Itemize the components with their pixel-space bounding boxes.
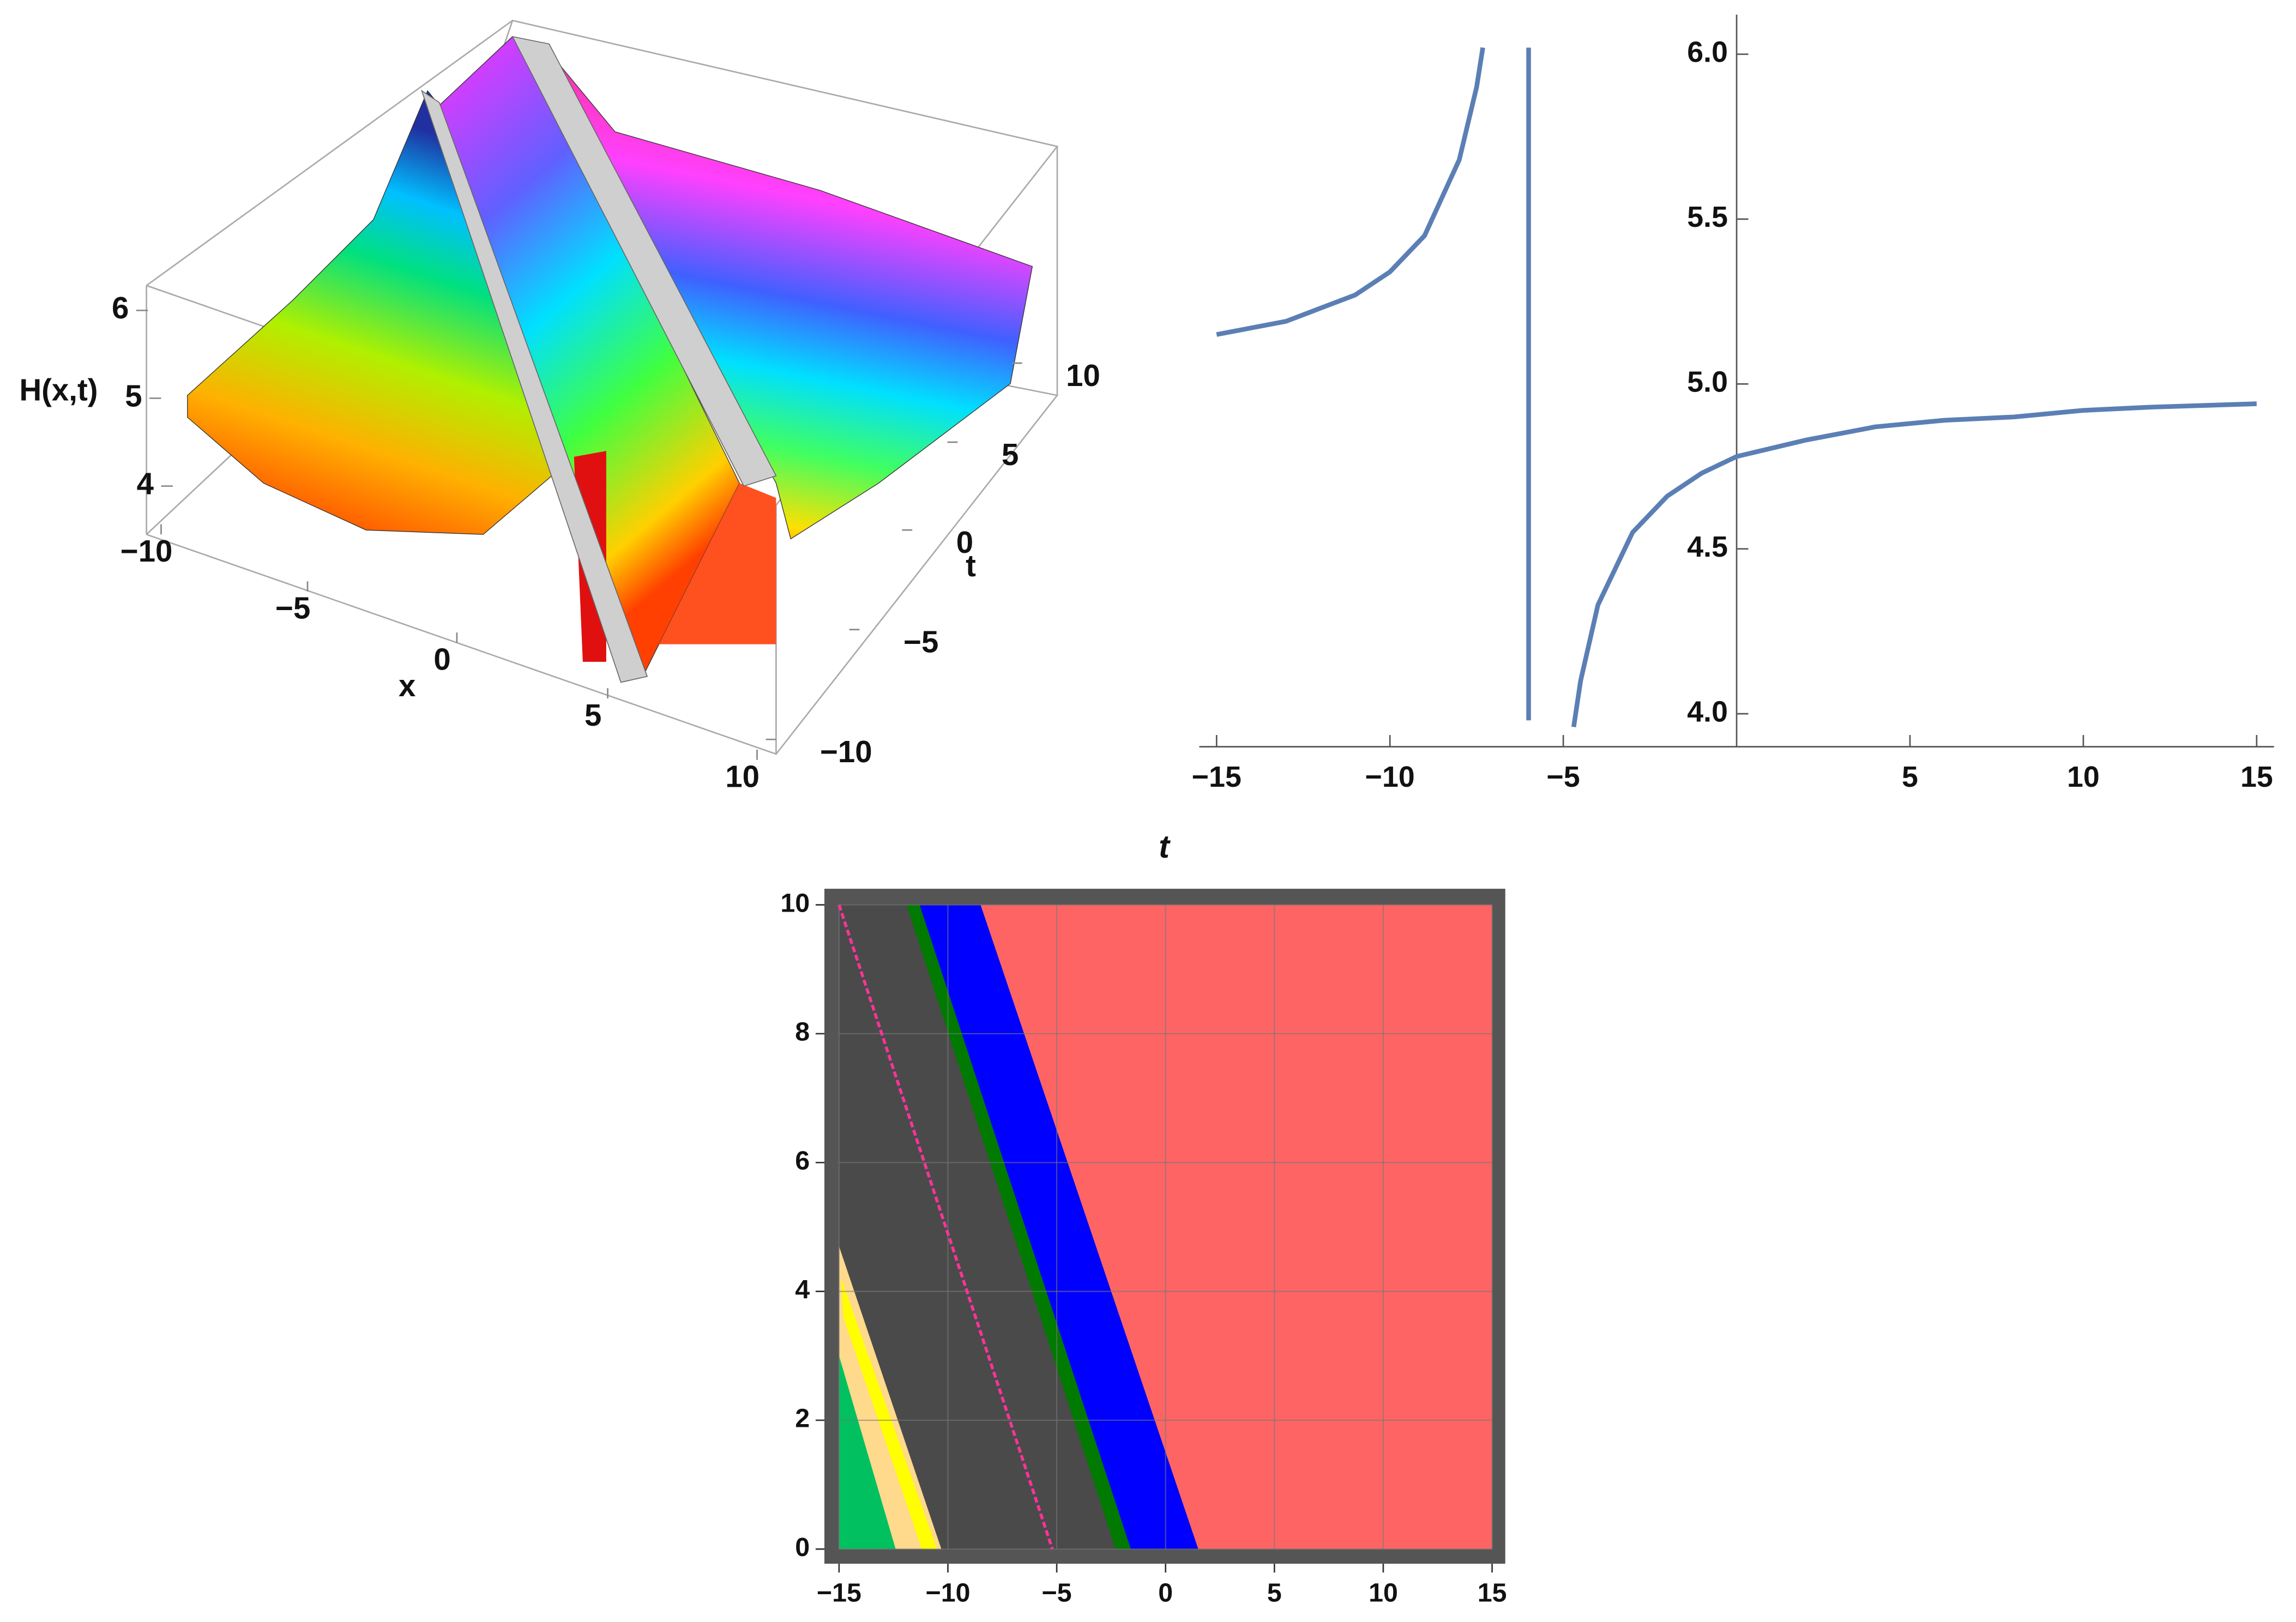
- x-tick-label: 10: [725, 759, 760, 794]
- z-tick-label: 4: [137, 466, 154, 501]
- contour-line: [837, 904, 1054, 1550]
- x-tick-label: 5: [584, 698, 601, 732]
- y-tick-label: −10: [820, 734, 872, 769]
- ridge: [511, 36, 777, 487]
- surface-plot: H(x,t) x t 4 5 6 −10 −5 0 5 10 −10 −5 0 5 10: [19, 20, 1100, 794]
- y-tick-label: 4.5: [1687, 530, 1728, 563]
- x-tick-label: −10: [925, 1578, 970, 1607]
- y-tick-label: 6.0: [1687, 36, 1728, 69]
- x-tick-label: 15: [1478, 1578, 1507, 1607]
- x-tick-label: 5: [1902, 761, 1918, 793]
- y-tick-label: 5.0: [1687, 365, 1728, 398]
- y-tick-label: 6: [795, 1146, 810, 1175]
- region: [919, 905, 1198, 1549]
- x-tick-label: −15: [817, 1578, 861, 1607]
- x-axis-label: t: [1159, 829, 1171, 865]
- y-tick-label: −5: [903, 625, 938, 659]
- y-tick-label: 5: [1002, 437, 1019, 472]
- region: [906, 905, 1131, 1549]
- ridge: [420, 89, 648, 683]
- x-tick-label: −5: [1547, 761, 1580, 793]
- x-tick-label: −5: [1042, 1578, 1072, 1607]
- x-tick-label: 0: [1158, 1578, 1173, 1607]
- y-tick-label: 0: [956, 525, 973, 559]
- region: [980, 905, 1492, 1549]
- x-tick-label: 5: [1267, 1578, 1282, 1607]
- x-tick-label: −5: [275, 591, 310, 625]
- contour-plot: −15 −10 −5 0 5 10 15 0 2 4 6 8 10: [780, 888, 1506, 1607]
- x-tick-label: −15: [1192, 761, 1242, 793]
- region: [839, 1355, 896, 1549]
- z-tick-label: 6: [112, 291, 129, 325]
- x-tick-label: −10: [1365, 761, 1415, 793]
- x-tick-label: 10: [1369, 1578, 1398, 1607]
- axis-label: x: [399, 668, 415, 703]
- axis-label: H(x,t): [19, 373, 98, 407]
- line: [1216, 47, 2257, 727]
- region: [841, 1278, 937, 1549]
- line-plot: −15 −10 −5 5 10 15 4.0 4.5 5.0 5.5 6.0 t: [1159, 14, 2274, 865]
- y-tick-label: 10: [1066, 358, 1100, 393]
- z-tick-label: 5: [125, 378, 142, 413]
- x-tick-label: 10: [2067, 761, 2100, 793]
- x-tick-label: −10: [120, 534, 173, 568]
- y-tick-label: 4: [795, 1275, 810, 1304]
- surface-wall: [644, 483, 776, 674]
- x-tick-label: 15: [2240, 761, 2273, 793]
- x-tick-label: 0: [433, 642, 450, 677]
- surface-sheet: [544, 46, 1033, 540]
- y-tick-label: 8: [795, 1017, 810, 1047]
- y-tick-label: 5.5: [1687, 201, 1728, 233]
- y-tick-label: 2: [795, 1404, 810, 1433]
- y-tick-label: 10: [780, 888, 810, 918]
- axis-label: t: [966, 548, 976, 583]
- y-tick-label: 4.0: [1687, 695, 1728, 728]
- y-tick-label: 0: [795, 1533, 810, 1562]
